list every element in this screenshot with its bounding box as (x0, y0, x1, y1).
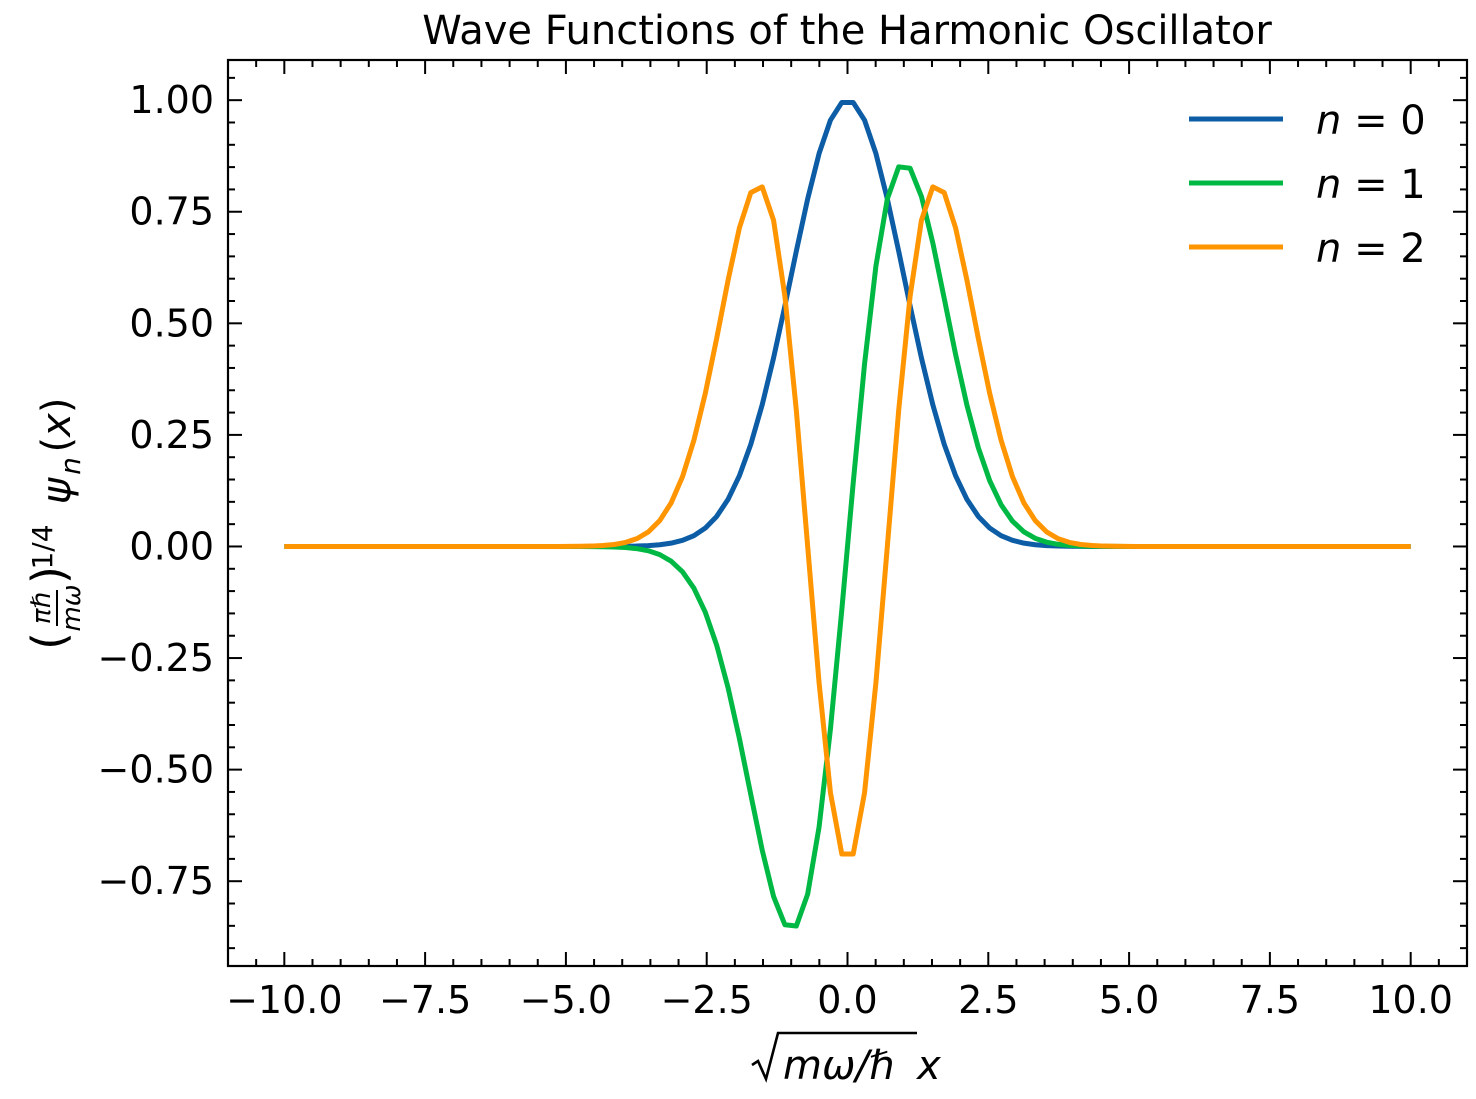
y-axis-label-power: 1/4 (26, 524, 59, 569)
series-layer (284, 99, 1411, 929)
x-axis-label-radical (751, 1031, 917, 1083)
x-axis-label-text: mω/ℏ (783, 1043, 894, 1089)
y-tick-label-5: −0.25 (98, 636, 214, 680)
ticks-layer (228, 60, 1467, 966)
y-axis-label-frac-num: πℏ (27, 592, 57, 624)
x-tick-labels: −10.0 −7.5 −5.0 −2.5 0.0 2.5 5.0 7.5 10.0 (226, 978, 1453, 1022)
y-tick-label-0: 1.00 (129, 78, 214, 122)
y-axis-label-sub: n (54, 457, 87, 475)
x-tick-label-3: −2.5 (661, 978, 753, 1022)
x-tick-label-7: 7.5 (1240, 978, 1300, 1022)
x-axis-label: mω/ℏ x (751, 1031, 941, 1089)
series-line-0 (284, 99, 1411, 549)
legend-label-0: n = 0 (1316, 98, 1426, 144)
y-tick-label-2: 0.50 (129, 301, 214, 345)
y-tick-label-6: −0.50 (98, 748, 214, 792)
y-tick-label-7: −0.75 (98, 859, 214, 903)
y-axis-label: ( πℏ mω ) 1/4 ψ n (x) (22, 398, 87, 650)
legend-label-2: n = 2 (1316, 226, 1426, 272)
legend-label-1: n = 1 (1316, 162, 1426, 208)
y-tick-labels: 1.00 0.75 0.50 0.25 0.00 −0.25 −0.50 −0.75 (98, 78, 214, 903)
chart-title: Wave Functions of the Harmonic Oscillato… (422, 8, 1272, 54)
y-axis-label-arg: (x) (34, 398, 80, 453)
y-axis-label-rparen: ) (22, 566, 76, 584)
plot-area (284, 99, 1411, 929)
y-axis-label-lparen: ( (22, 632, 76, 650)
y-axis-label-frac-den: mω (57, 584, 87, 631)
x-tick-label-6: 5.0 (1099, 978, 1159, 1022)
x-tick-label-4: 0.0 (817, 978, 877, 1022)
y-axis-label-psi: ψ (34, 476, 80, 504)
plot-frame (226, 58, 1469, 968)
x-tick-label-5: 2.5 (958, 978, 1018, 1022)
y-tick-label-3: 0.25 (129, 413, 214, 457)
legend: n = 0 n = 1 n = 2 (1189, 98, 1426, 272)
x-axis-label-var: x (915, 1043, 941, 1089)
y-tick-label-1: 0.75 (129, 190, 214, 234)
y-tick-label-4: 0.00 (129, 524, 214, 568)
x-tick-label-1: −7.5 (379, 978, 471, 1022)
x-tick-label-8: 10.0 (1368, 978, 1453, 1022)
series-line-2 (284, 184, 1411, 857)
x-tick-label-0: −10.0 (226, 978, 342, 1022)
x-tick-label-2: −5.0 (520, 978, 612, 1022)
